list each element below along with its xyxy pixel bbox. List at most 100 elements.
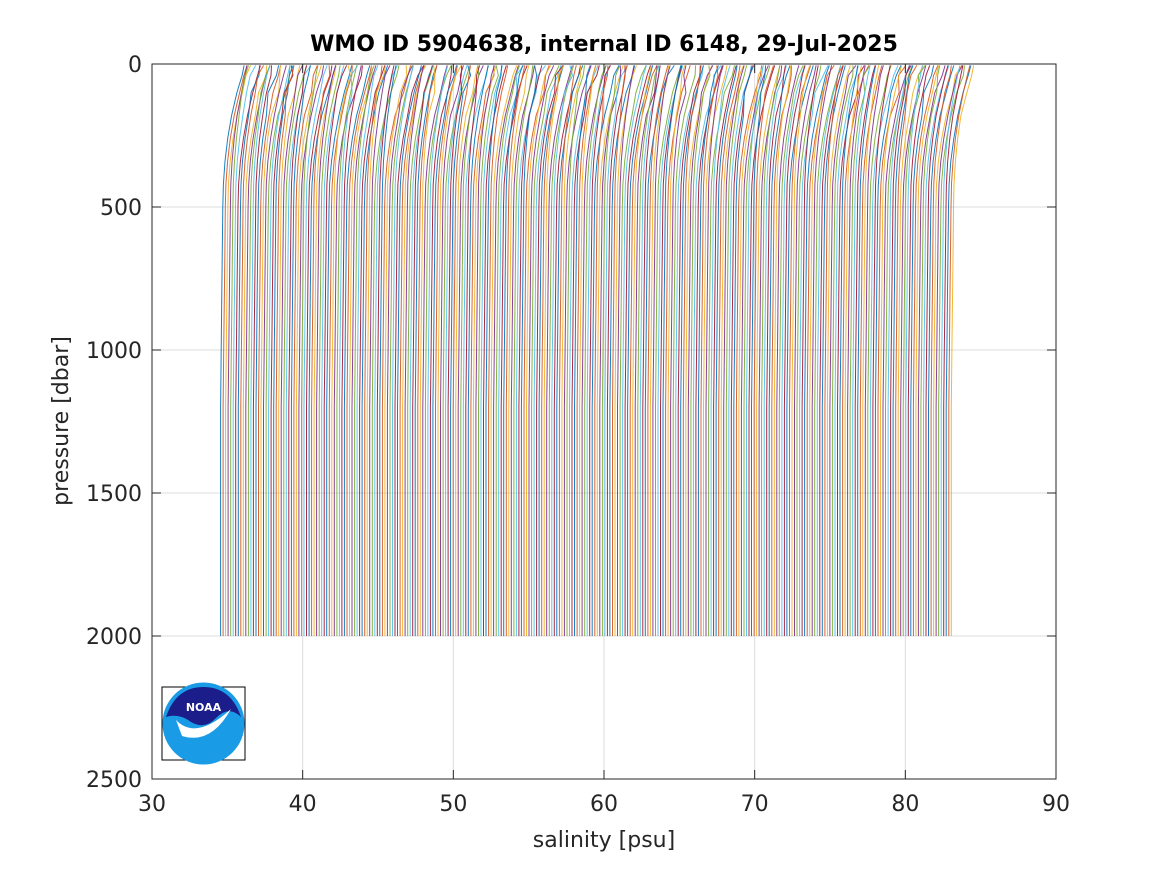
profile-line — [728, 65, 752, 636]
profile-line — [859, 65, 883, 636]
profile-line — [447, 65, 464, 636]
profile-line — [586, 65, 611, 636]
profile-line — [371, 65, 400, 636]
profile-line — [917, 65, 946, 636]
profile-line — [280, 65, 303, 636]
profile-line — [429, 65, 453, 636]
profile-line — [862, 65, 880, 636]
profile-line — [394, 65, 425, 636]
y-tick-label: 500 — [100, 196, 142, 221]
profile-line — [703, 65, 728, 636]
profile-line — [483, 65, 507, 636]
chart-title: WMO ID 5904638, internal ID 6148, 29-Jul… — [310, 32, 898, 57]
profile-line — [627, 65, 654, 636]
profile-line — [308, 65, 337, 636]
profile-line — [789, 65, 812, 636]
profile-line — [811, 65, 833, 636]
profile-line — [379, 65, 397, 636]
profile-line — [915, 65, 940, 636]
profile-line — [579, 65, 597, 636]
profile-line — [381, 65, 412, 636]
profile-line — [695, 65, 723, 636]
profile-line — [222, 65, 248, 636]
profile-line — [826, 65, 851, 636]
x-tick-label: 30 — [138, 792, 166, 817]
profile-line — [485, 65, 503, 636]
profile-line — [735, 65, 763, 636]
profile-line — [556, 65, 584, 636]
profile-line — [601, 65, 621, 636]
profile-line — [376, 65, 395, 636]
salinity-profiles — [220, 65, 975, 636]
profile-line — [950, 65, 975, 636]
profile-line — [366, 65, 387, 636]
profile-line — [551, 65, 574, 636]
noaa-logo-icon: NOAA — [161, 682, 246, 765]
profile-line — [606, 65, 626, 636]
profile-line — [427, 65, 449, 636]
profile-line — [634, 65, 658, 636]
profile-line — [647, 65, 669, 636]
profile-line — [278, 65, 301, 636]
profile-line — [571, 65, 600, 636]
profile-line — [546, 65, 573, 636]
profile-line — [667, 65, 686, 636]
profile-line — [563, 65, 592, 636]
profile-line — [520, 65, 538, 636]
profile-line — [609, 65, 636, 636]
noaa-logo-text: NOAA — [186, 701, 222, 714]
profile-line — [801, 65, 819, 636]
profile-line — [510, 65, 535, 636]
profile-line — [649, 65, 669, 636]
profile-line — [341, 65, 363, 636]
profile-line — [940, 65, 961, 636]
profile-line — [584, 65, 607, 636]
profile-line — [690, 65, 711, 636]
profile-line — [839, 65, 859, 636]
y-tick-label: 1000 — [86, 339, 142, 364]
profile-line — [293, 65, 318, 636]
profile-line — [412, 65, 433, 636]
profile-line — [268, 65, 291, 636]
profile-line — [804, 65, 830, 636]
profile-line — [880, 65, 902, 636]
profile-line — [910, 65, 935, 636]
profile-line — [869, 65, 899, 636]
profile-line — [943, 65, 964, 636]
profile-line — [594, 65, 609, 636]
profile-line — [834, 65, 859, 636]
profile-line — [655, 65, 682, 636]
profile-line — [652, 65, 671, 636]
profile-line — [854, 65, 876, 636]
profile-line — [665, 65, 691, 636]
profile-line — [462, 65, 489, 636]
profile-line — [455, 65, 479, 636]
profile-line — [799, 65, 829, 636]
profile-line — [457, 65, 484, 636]
profile-line — [945, 65, 972, 636]
profile-line — [354, 65, 375, 636]
profile-line — [895, 65, 918, 636]
profile-line — [561, 65, 582, 636]
profile-line — [920, 65, 941, 636]
profile-line — [488, 65, 509, 636]
profile-line — [508, 65, 530, 636]
profile-line — [887, 65, 910, 636]
profile-line — [581, 65, 607, 636]
profile-line — [275, 65, 295, 636]
x-tick-label: 40 — [289, 792, 317, 817]
profile-line — [311, 65, 331, 636]
profile-line — [242, 65, 268, 636]
profile-line — [776, 65, 800, 636]
profile-line — [392, 65, 414, 636]
profile-line — [637, 65, 659, 636]
profile-line — [389, 65, 414, 636]
profile-line — [723, 65, 745, 636]
y-tick-label: 1500 — [86, 482, 142, 507]
profile-line — [589, 65, 611, 636]
profile-line — [783, 65, 806, 636]
profile-line — [935, 65, 963, 636]
profile-line — [718, 65, 741, 636]
profile-line — [844, 65, 862, 636]
